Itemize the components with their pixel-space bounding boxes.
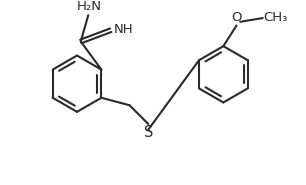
Text: O: O <box>231 11 242 24</box>
Text: CH₃: CH₃ <box>264 11 288 24</box>
Text: H₂N: H₂N <box>77 0 102 13</box>
Text: NH: NH <box>114 23 133 36</box>
Text: S: S <box>144 125 153 140</box>
